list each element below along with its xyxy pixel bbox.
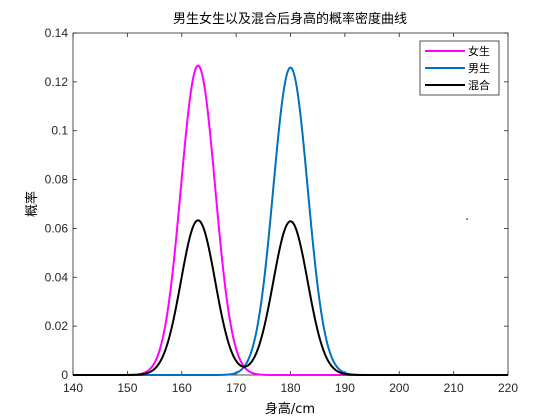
y-tick-label: 0.02 — [45, 319, 69, 333]
series-line-混合 — [72, 219, 509, 376]
legend-label: 混合 — [468, 78, 490, 92]
x-tick-label: 200 — [389, 381, 409, 395]
x-tick-label: 190 — [335, 381, 355, 395]
y-tick-label: 0.04 — [45, 270, 69, 284]
y-tick-label: 0.14 — [45, 26, 69, 40]
stray-dot — [466, 218, 468, 220]
x-axis-label: 身高/cm — [265, 401, 315, 417]
x-tick-label: 220 — [498, 381, 518, 395]
x-tick-label: 150 — [117, 381, 137, 395]
x-tick-label: 180 — [280, 381, 300, 395]
x-tick-label: 170 — [226, 381, 246, 395]
y-tick-label: 0.12 — [45, 75, 69, 89]
y-axis: 0 0.02 0.04 0.06 0.08 0.1 0.12 0.14 — [45, 26, 508, 382]
chart-title: 男生女生以及混合后身高的概率密度曲线 — [173, 11, 407, 27]
x-tick-label: 140 — [63, 381, 83, 395]
legend-label: 女生 — [468, 44, 490, 58]
y-tick-label: 0.1 — [51, 124, 68, 138]
series-lines — [72, 64, 509, 376]
legend-label: 男生 — [468, 61, 490, 75]
x-tick-label: 160 — [172, 381, 192, 395]
y-tick-label: 0.06 — [45, 221, 69, 235]
y-tick-label: 0 — [61, 368, 68, 382]
x-tick-label: 210 — [444, 381, 464, 395]
y-tick-label: 0.08 — [45, 173, 69, 187]
y-axis-label: 概率 — [24, 191, 40, 217]
